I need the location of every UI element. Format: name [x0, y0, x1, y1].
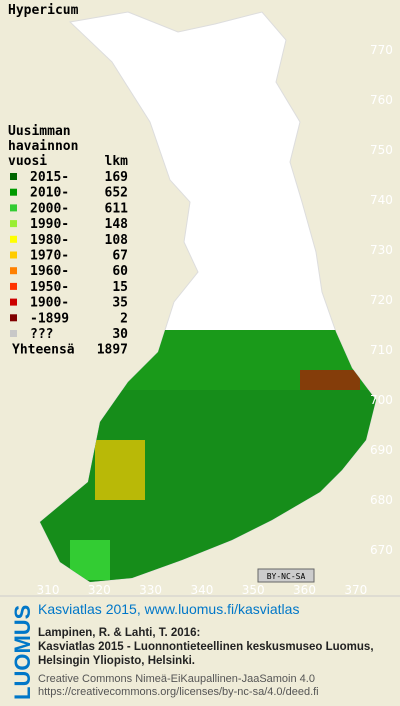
citation: Lampinen, R. & Lahti, T. 2016: — [38, 627, 200, 639]
y-grid-label: 730 — [370, 243, 393, 257]
x-grid-label: 310 — [37, 583, 60, 597]
total: 1897 — [97, 343, 128, 358]
legend-swatch — [10, 220, 17, 228]
legend-label: ??? — [30, 327, 53, 342]
legend-label: 1950- — [30, 280, 69, 295]
y-grid-label: 670 — [370, 543, 393, 557]
legend-swatch — [10, 235, 17, 243]
license-badge — [257, 568, 315, 583]
legend-swatch — [10, 282, 17, 290]
legend-swatch — [10, 204, 17, 212]
legend-count: 148 — [105, 217, 129, 232]
y-grid-label: 700 — [370, 393, 393, 407]
legend-count: 611 — [105, 201, 129, 216]
y-grid-label: 770 — [370, 43, 393, 57]
legend-col: lkm — [105, 154, 129, 169]
title: Hypericum — [8, 3, 79, 18]
y-grid-label: 690 — [370, 443, 393, 457]
grid-labels: 670 680 690 700 710 720 730 740 750 760 770 310 320 3… — [37, 43, 393, 597]
legend-count: 15 — [112, 280, 128, 295]
legend-swatch — [10, 330, 17, 337]
legend-count: 169 — [105, 170, 128, 185]
license: https://creativecommons.org/licenses/by-… — [38, 686, 319, 698]
x-grid-label: 320 — [88, 583, 111, 597]
x-grid-label: 350 — [242, 583, 265, 597]
legend-heading: havainnon — [8, 139, 78, 154]
x-grid-label: 340 — [190, 583, 213, 597]
link: Kasviatlas 2015, www.luomus.fi/kasviatla… — [38, 601, 299, 617]
legend-count: 652 — [105, 186, 128, 201]
total-label: Yhteensä — [12, 343, 75, 358]
y-grid-label: 760 — [370, 93, 393, 107]
license: Creative Commons Nimeä-EiKaupallinen-Jaa… — [38, 673, 315, 685]
legend-count: 60 — [112, 264, 128, 279]
citation: Helsingin Yliopisto, Helsinki. — [38, 655, 195, 667]
legend-label: 2015- — [30, 170, 69, 185]
legend-label: 1980- — [30, 233, 69, 248]
legend-swatch — [10, 314, 17, 322]
legend-count: 108 — [105, 233, 129, 248]
y-grid-label: 740 — [370, 193, 393, 207]
x-grid-label: 330 — [139, 583, 162, 597]
legend-label: -1899 — [30, 311, 69, 326]
citation: Kasviatlas 2015 - Luonnontieteellinen ke… — [38, 641, 374, 653]
legend-swatch — [10, 251, 17, 259]
y-grid-label: 710 — [370, 343, 393, 357]
x-grid-label: 360 — [293, 583, 316, 597]
legend-count: 30 — [112, 327, 128, 342]
legend-heading: Uusimman — [8, 124, 71, 139]
legend-count: 35 — [112, 296, 128, 311]
legend-swatch — [10, 298, 17, 306]
y-grid-label: 750 — [370, 143, 393, 157]
legend-label: 1990- — [30, 217, 69, 232]
brand: LUOMUS — [10, 605, 35, 700]
legend-count: 67 — [112, 249, 128, 264]
legend-swatch — [10, 173, 17, 180]
legend-count: 2 — [120, 311, 128, 326]
y-grid-label: 720 — [370, 293, 393, 307]
legend-label: 2000- — [30, 201, 69, 216]
legend-label: 1960- — [30, 264, 69, 279]
y-grid-label: 680 — [370, 493, 393, 507]
legend: 2015- 169 2010- 652 2000- 611 1990- 148 1980- 108… — [10, 170, 128, 358]
x-grid-label: 370 — [344, 583, 367, 597]
legend-swatch — [10, 267, 17, 275]
legend-label: 2010- — [30, 186, 69, 201]
legend-swatch — [10, 188, 17, 196]
legend-col: vuosi — [8, 154, 47, 169]
legend-label: 1900- — [30, 296, 69, 311]
license-badge-text: BY-NC-SA — [267, 572, 306, 581]
legend-label: 1970- — [30, 249, 69, 264]
